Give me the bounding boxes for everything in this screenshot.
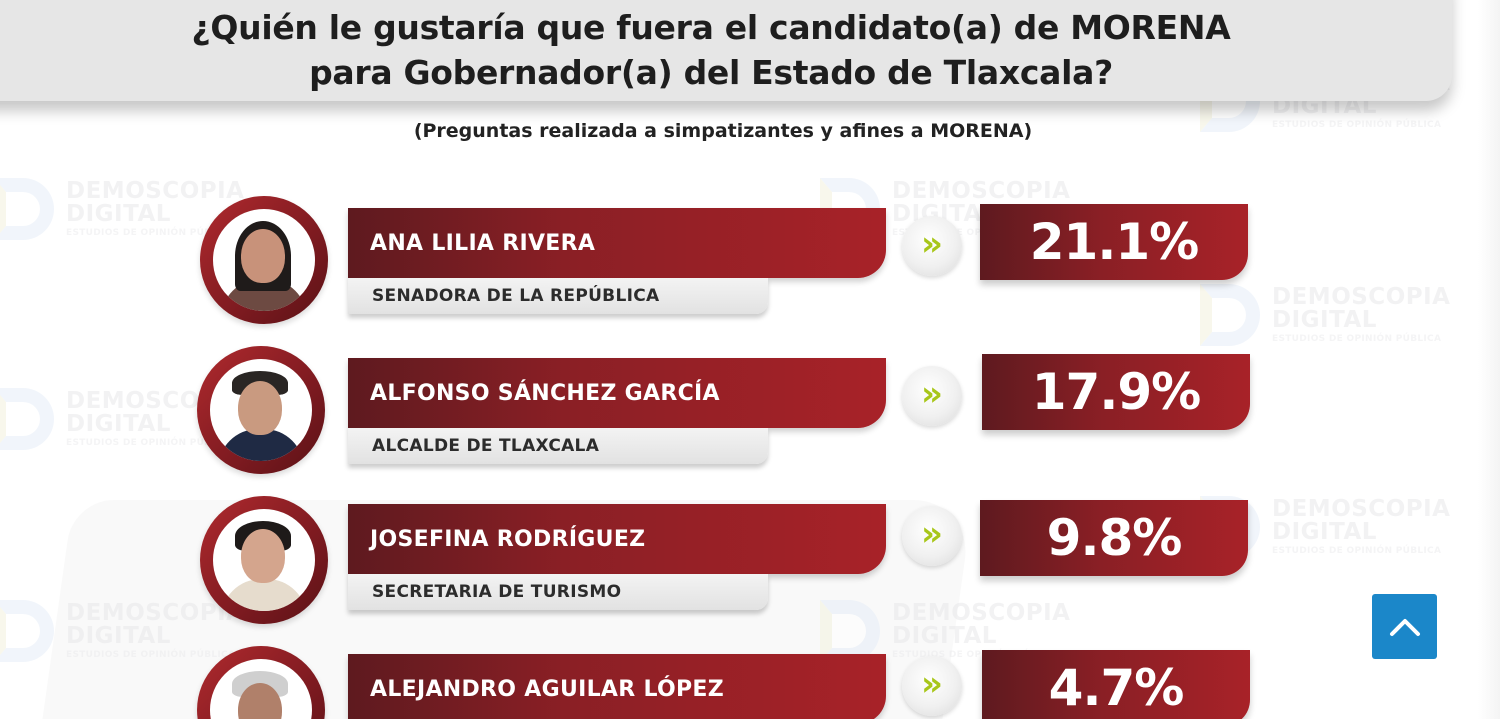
watermark-line3: ESTUDIOS DE OPINIÓN PÚBLICA [1272,120,1442,130]
candidate-percent-box: 17.9% [982,354,1250,430]
watermark: DEMOSCOPIA DIGITAL ESTUDIOS DE OPINIÓN P… [1200,284,1450,346]
candidate-name: ALFONSO SÁNCHEZ GARCÍA [370,380,720,406]
candidate-percent-box: 9.8% [980,500,1248,576]
candidate-role: SENADORA DE LA REPÚBLICA [372,286,660,306]
candidate-photo [210,659,312,719]
watermark: DEMOSCOPIA DIGITAL ESTUDIOS DE OPINIÓN P… [0,600,244,662]
watermark-line3: ESTUDIOS DE OPINIÓN PÚBLICA [1272,334,1442,344]
candidate-row: JOSEFINA RODRÍGUEZ SECRETARIA DE TURISMO… [0,496,1500,626]
scroll-to-top-button[interactable] [1372,594,1437,659]
candidate-role-bar: SENADORA DE LA REPÚBLICA [348,278,768,314]
candidate-name: ALEJANDRO AGUILAR LÓPEZ [370,676,724,702]
watermark: DEMOSCOPIA DIGITAL ESTUDIOS DE OPINIÓN P… [0,178,244,240]
watermark-logo-icon [820,600,880,662]
candidate-role: SECRETARIA DE TURISMO [372,582,622,602]
candidate-row: ALEJANDRO AGUILAR LÓPEZ » 4.7% [0,646,1500,719]
candidate-percent: 4.7% [1048,659,1185,717]
candidate-percent: 9.8% [1046,509,1183,567]
double-chevron-right-icon: » [902,656,962,716]
watermark-line2: DIGITAL [892,623,997,649]
watermark-line1: DEMOSCOPIA [1272,284,1451,310]
watermark-line2: DIGITAL [1272,519,1377,545]
candidate-photo [210,359,312,461]
question-title-line1: ¿Quién le gustaría que fuera el candidat… [191,8,1231,47]
candidate-name-bar: ANA LILIA RIVERA [348,208,886,278]
question-subtitle: (Preguntas realizada a simpatizantes y a… [413,120,1033,142]
question-header: ¿Quién le gustaría que fuera el candidat… [0,0,1452,101]
watermark-line3: ESTUDIOS DE OPINIÓN PÚBLICA [66,228,236,238]
double-chevron-right-icon: » [902,216,962,276]
chevron-up-icon [1389,618,1420,636]
candidate-photo [213,209,315,311]
question-title-line2: para Gobernador(a) del Estado de Tlaxcal… [309,53,1113,92]
watermark-line3: ESTUDIOS DE OPINIÓN PÚBLICA [66,438,236,448]
candidate-percent-box: 4.7% [982,650,1250,719]
candidate-name: JOSEFINA RODRÍGUEZ [370,526,646,552]
watermark-line2: DIGITAL [1272,307,1377,333]
watermark-line3: ESTUDIOS DE OPINIÓN PÚBLICA [66,650,236,660]
candidate-row: ANA LILIA RIVERA SENADORA DE LA REPÚBLIC… [0,196,1500,326]
watermark-line3: ESTUDIOS DE OPINIÓN PÚBLICA [892,650,1062,660]
watermark-line3: ESTUDIOS DE OPINIÓN PÚBLICA [1272,546,1442,556]
candidate-row: ALFONSO SÁNCHEZ GARCÍA ALCALDE DE TLAXCA… [0,346,1500,476]
watermark: DEMOSCOPIA DIGITAL ESTUDIOS DE OPINIÓN P… [820,600,1070,662]
candidate-role-bar: SECRETARIA DE TURISMO [348,574,768,610]
watermark-line1: DEMOSCOPIA [892,178,1071,204]
double-chevron-right-icon: » [902,366,962,426]
candidate-role: ALCALDE DE TLAXCALA [372,436,600,456]
candidate-role-bar: ALCALDE DE TLAXCALA [348,428,768,464]
candidate-percent: 21.1% [1029,213,1199,271]
candidate-percent: 17.9% [1031,363,1201,421]
double-chevron-right-icon: » [902,506,962,566]
watermark-line1: DEMOSCOPIA [892,600,1071,626]
candidate-avatar [200,496,328,624]
candidate-avatar [200,196,328,324]
watermark-line2: DIGITAL [66,201,171,227]
candidate-name-bar: JOSEFINA RODRÍGUEZ [348,504,886,574]
watermark-line2: DIGITAL [66,623,171,649]
candidate-avatar [197,346,325,474]
candidate-name-bar: ALFONSO SÁNCHEZ GARCÍA [348,358,886,428]
watermark-line3: ESTUDIOS DE OPINIÓN PÚBLICA [892,228,1062,238]
candidate-photo [213,509,315,611]
candidate-avatar [197,646,325,719]
candidate-name: ANA LILIA RIVERA [370,230,596,256]
watermark-line1: DEMOSCOPIA [66,178,245,204]
watermark-line1: DEMOSCOPIA [1272,496,1451,522]
watermark-line2: DIGITAL [66,411,171,437]
page-edge [1478,0,1500,719]
watermark-line1: DEMOSCOPIA [66,600,245,626]
candidate-percent-box: 21.1% [980,204,1248,280]
candidate-name-bar: ALEJANDRO AGUILAR LÓPEZ [348,654,886,719]
